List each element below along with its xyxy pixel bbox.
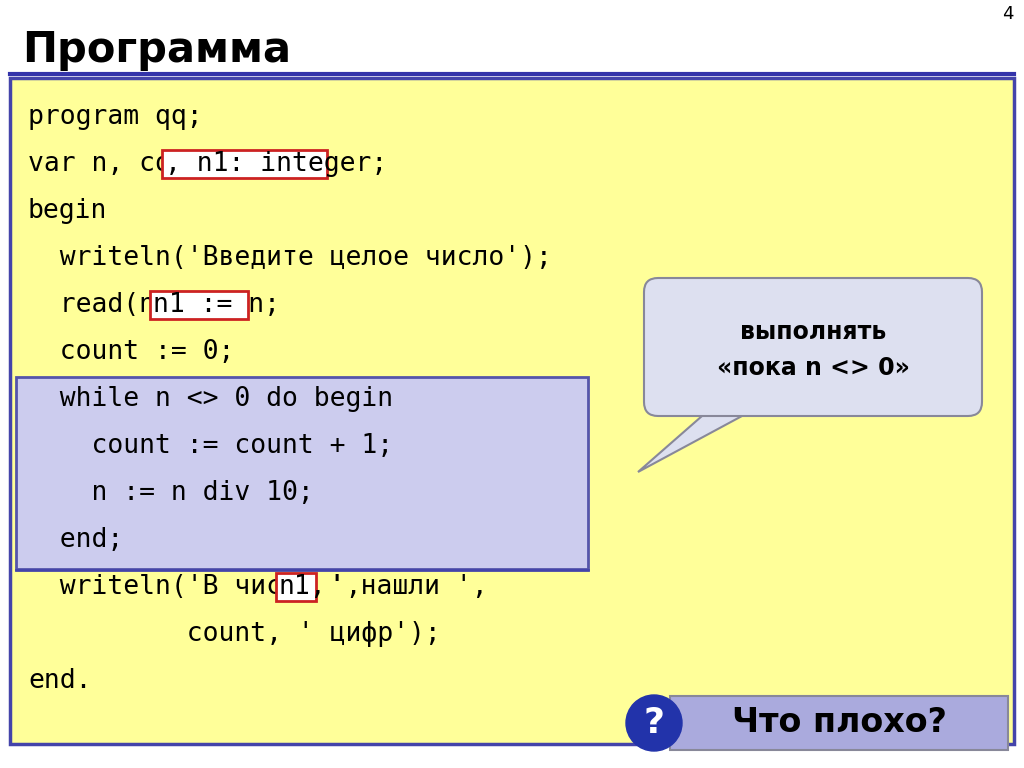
Text: ' нашли ',: ' нашли ', [313,574,487,600]
Bar [716,399,771,407]
Text: var n, count: var n, count [28,151,218,177]
FancyBboxPatch shape [10,78,1014,744]
Text: writeln('Введите целое число');: writeln('Введите целое число'); [28,245,552,271]
Text: n := n div 10;: n := n div 10; [28,480,313,506]
Text: «пока n <> 0»: «пока n <> 0» [717,356,909,380]
Text: count := 0;: count := 0; [28,339,234,365]
Polygon shape [638,402,768,472]
Text: 4: 4 [1002,5,1014,23]
FancyBboxPatch shape [16,377,588,569]
Text: count := count + 1;: count := count + 1; [28,433,393,459]
Text: program qq;: program qq; [28,104,203,130]
Text: , n1: integer;: , n1: integer; [165,151,387,177]
FancyBboxPatch shape [275,573,316,601]
Text: while n <> 0 do begin: while n <> 0 do begin [28,386,393,412]
Circle shape [626,695,682,751]
Text: read(n);: read(n); [28,292,203,318]
FancyBboxPatch shape [162,150,328,178]
Text: ?: ? [643,706,665,740]
Text: Что плохо?: Что плохо? [731,707,946,740]
Text: выполнять: выполнять [740,320,886,344]
Text: n1 := n;: n1 := n; [154,292,281,318]
FancyBboxPatch shape [151,291,248,319]
FancyBboxPatch shape [644,278,982,416]
Text: n1,: n1, [279,574,327,600]
Text: writeln('В числе ',: writeln('В числе ', [28,574,377,600]
Text: end;: end; [28,527,123,553]
Text: Программа: Программа [22,29,291,71]
Text: begin: begin [28,198,108,224]
Text: count, ' цифр');: count, ' цифр'); [28,621,440,647]
FancyBboxPatch shape [670,696,1008,750]
Text: end.: end. [28,668,91,694]
